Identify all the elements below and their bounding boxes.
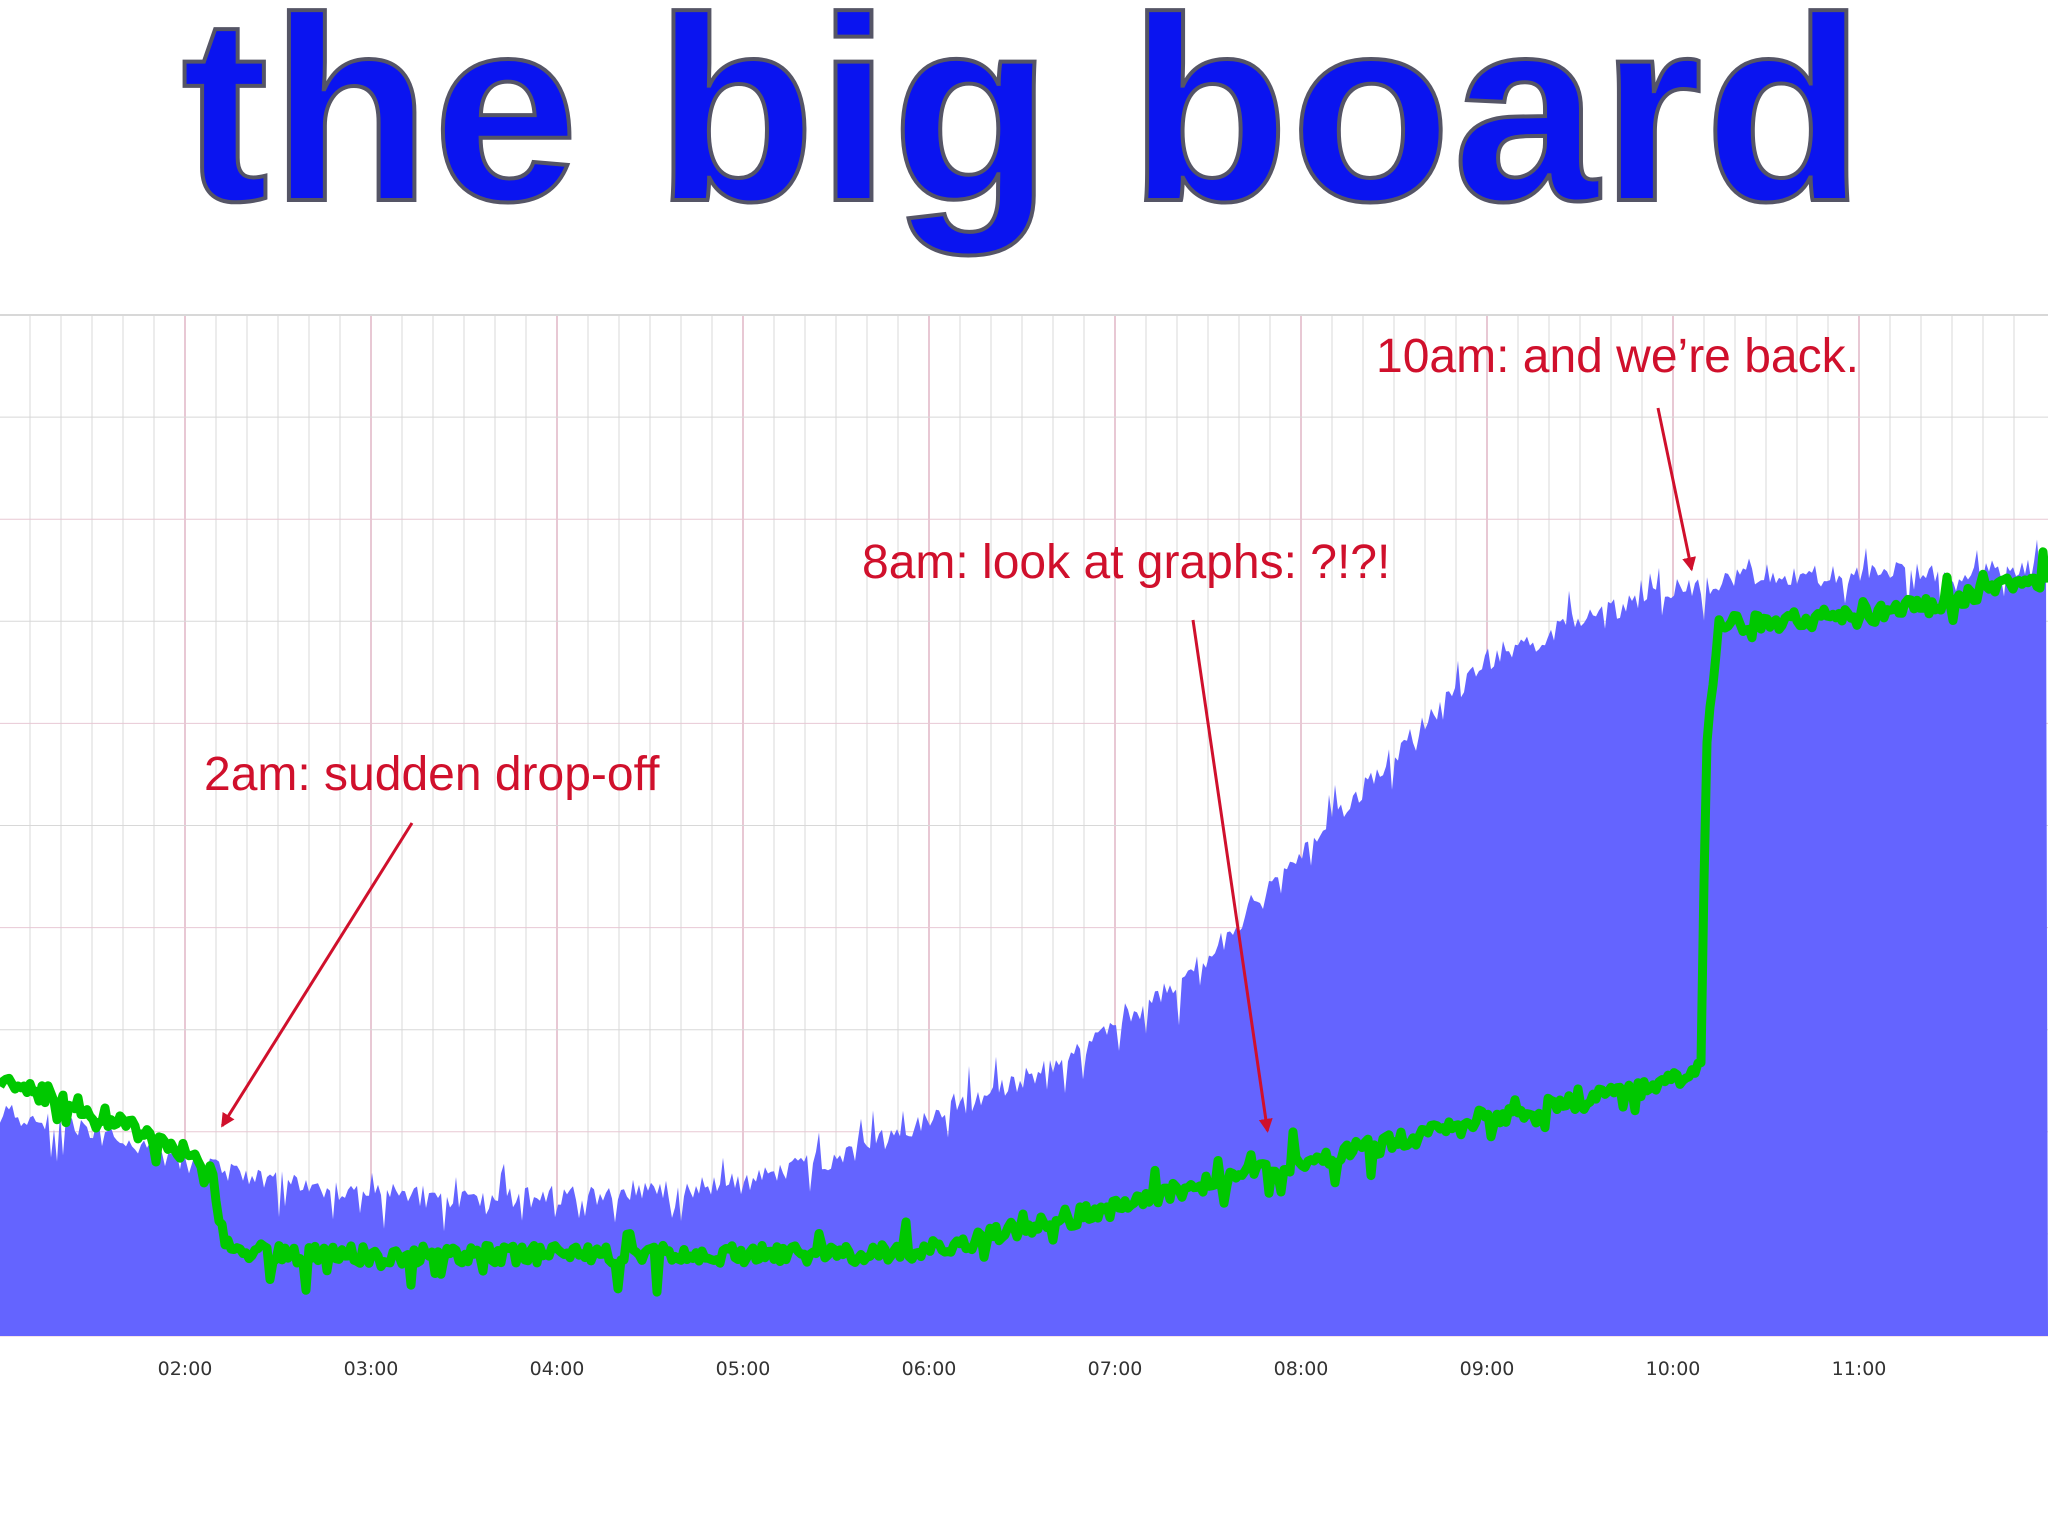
annotation-8am-label: 8am: look at graphs: ?!?! xyxy=(862,536,1390,589)
x-tick-label: 03:00 xyxy=(344,1358,399,1380)
x-tick-label: 05:00 xyxy=(716,1358,771,1380)
annotation-10am-arrow xyxy=(1656,407,1697,572)
x-tick-label: 08:00 xyxy=(1274,1358,1329,1380)
x-tick-label: 11:00 xyxy=(1832,1358,1887,1380)
x-axis: 02:00 03:00 04:00 05:00 06:00 07:00 08:00 09:00… xyxy=(158,1358,1887,1380)
x-tick-label: 09:00 xyxy=(1460,1358,1515,1380)
annotation-8am: 8am: look at graphs: ?!?! xyxy=(862,536,1390,1133)
annotation-2am-label: 2am: sudden drop-off xyxy=(204,748,660,801)
x-tick-label: 07:00 xyxy=(1088,1358,1143,1380)
annotation-2am: 2am: sudden drop-off xyxy=(204,748,660,1128)
page-title: the big board xyxy=(179,0,1867,258)
measured-traffic-line xyxy=(0,547,2048,1297)
x-tick-label: 02:00 xyxy=(158,1358,213,1380)
total-traffic-area xyxy=(0,539,2048,1336)
x-tick-label: 04:00 xyxy=(530,1358,585,1380)
annotation-10am: 10am: and we’re back. xyxy=(1376,330,1859,572)
annotation-2am-arrow xyxy=(220,822,414,1128)
annotation-10am-label: 10am: and we’re back. xyxy=(1376,330,1859,383)
annotation-8am-arrow xyxy=(1191,619,1273,1133)
x-tick-label: 06:00 xyxy=(902,1358,957,1380)
x-tick-label: 10:00 xyxy=(1646,1358,1701,1380)
